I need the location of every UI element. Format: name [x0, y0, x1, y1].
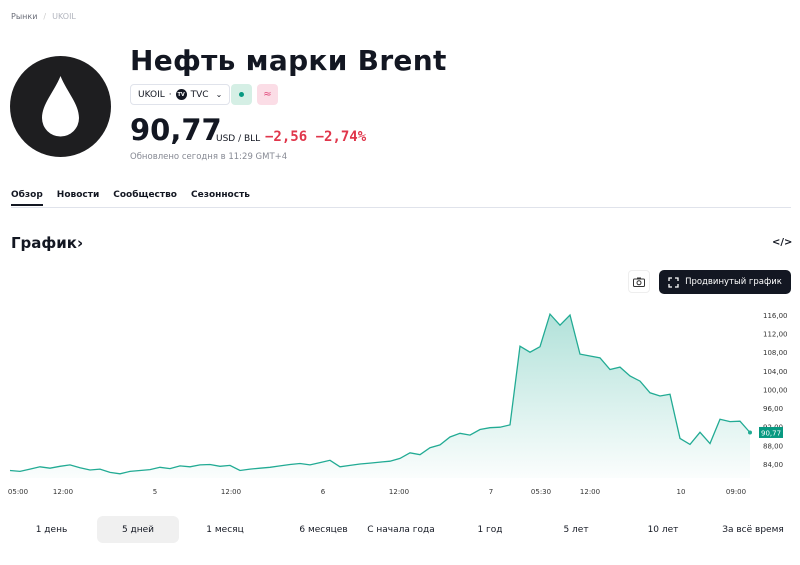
last-price-tag: [759, 426, 783, 438]
range-button[interactable]: 1 день: [35, 524, 68, 535]
tab-community[interactable]: Сообщество: [113, 190, 177, 200]
y-tick-label: 88,00: [763, 442, 783, 450]
price-unit: USD / BLL: [216, 134, 261, 144]
range-button[interactable]: 1 месяц: [206, 524, 244, 535]
y-tick-label: 100,00: [763, 386, 788, 394]
price-chart[interactable]: 116,00112,00108,00104,00100,0096,0092,00…: [0, 300, 800, 500]
price-change: −2,56 −2,74%: [265, 129, 366, 145]
tab-news[interactable]: Новости: [56, 190, 100, 200]
x-tick-label: 09:00: [726, 488, 746, 496]
y-tick-label: 112,00: [763, 331, 788, 339]
change-abs: −2,56: [265, 129, 308, 145]
range-button[interactable]: С начала года: [367, 524, 435, 535]
x-tick-label: 12:00: [389, 488, 409, 496]
pair-badge[interactable]: ≈: [257, 84, 278, 105]
tabs: Обзор Новости Сообщество Сезонность: [11, 190, 250, 206]
exchange: TVC: [190, 89, 209, 100]
price-line: [9, 312, 751, 475]
camera-icon: [633, 277, 645, 287]
tab-overview[interactable]: Обзор: [11, 190, 43, 206]
x-tick-label: 12:00: [53, 488, 73, 496]
symbol: UKOIL: [138, 89, 165, 100]
market-status-badge[interactable]: [231, 84, 252, 105]
last-price-label: 90,77: [761, 429, 781, 437]
embed-code-icon[interactable]: </>: [772, 237, 793, 248]
last-point: [748, 430, 752, 435]
advanced-chart-button[interactable]: Продвинутый график: [659, 270, 791, 294]
x-tick-label: 12:00: [221, 488, 241, 496]
y-tick-label: 96,00: [763, 405, 783, 413]
range-button[interactable]: 5 лет: [563, 524, 589, 535]
y-tick-label: 116,00: [763, 312, 788, 320]
chevron-right-icon: ›: [77, 234, 84, 252]
divider: [11, 207, 791, 208]
chevron-down-icon: ⌄: [215, 90, 223, 99]
advanced-chart-label: Продвинутый график: [685, 277, 782, 287]
x-tick-label: 05:30: [531, 488, 551, 496]
page-title: Нефть марки Brent: [130, 44, 447, 77]
x-tick-label: 05:00: [8, 488, 28, 496]
range-button[interactable]: 6 месяцев: [299, 524, 348, 535]
x-tick-label: 12:00: [580, 488, 600, 496]
x-tick-label: 6: [321, 488, 326, 496]
x-tick-label: 5: [153, 488, 157, 496]
range-button[interactable]: 10 лет: [647, 524, 679, 535]
tvc-logo-icon: TV: [175, 89, 187, 100]
y-tick-label: 84,00: [763, 461, 783, 469]
range-button[interactable]: 5 дней: [97, 516, 179, 543]
x-tick-label: 7: [489, 488, 493, 496]
market-open-dot-icon: [239, 92, 244, 97]
price: 90,77: [130, 113, 222, 147]
range-button[interactable]: За всё время: [722, 524, 784, 535]
y-tick-label: 104,00: [763, 368, 788, 376]
breadcrumb-current: UKOIL: [52, 12, 76, 21]
updated-time: Обновлено сегодня в 11:29 GMT+4: [130, 152, 288, 162]
symbol-selector[interactable]: UKOIL · TV TVC ⌄: [130, 84, 231, 105]
y-tick-label: 108,00: [763, 349, 788, 357]
range-selector: 1 день 5 дней 1 месяц 6 месяцев С начала год…: [0, 516, 800, 543]
x-tick-label: 10: [677, 488, 686, 496]
change-pct: −2,74%: [315, 129, 367, 145]
tab-seasonality[interactable]: Сезонность: [191, 190, 250, 200]
snapshot-button[interactable]: [628, 270, 650, 293]
range-button[interactable]: 1 год: [477, 524, 503, 535]
chart-section-title[interactable]: График›: [11, 234, 83, 252]
breadcrumb: Рынки / UKOIL: [11, 12, 76, 21]
fullscreen-icon: [668, 276, 679, 288]
oil-drop-logo: [10, 56, 111, 157]
breadcrumb-markets[interactable]: Рынки: [11, 12, 38, 21]
price-area: [10, 314, 750, 478]
section-title: График: [11, 234, 77, 252]
